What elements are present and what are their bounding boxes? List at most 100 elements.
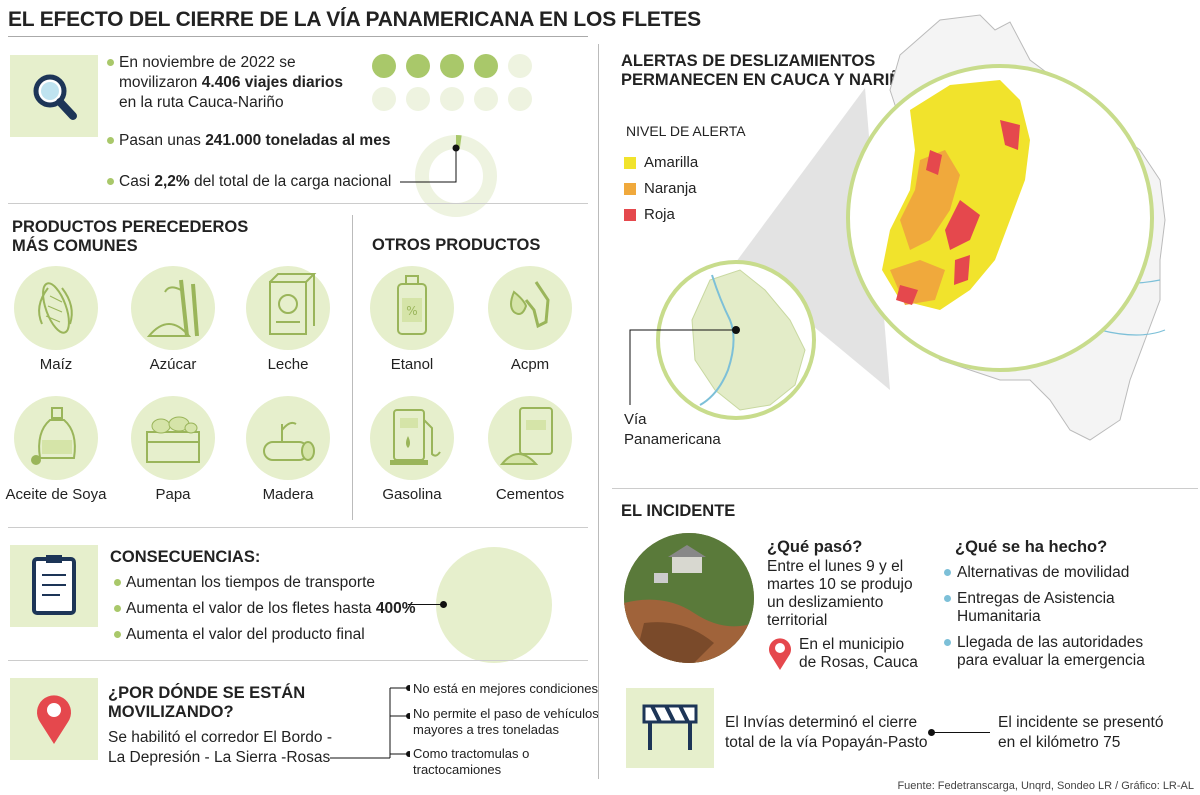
stat-share-pre: Casi bbox=[119, 173, 155, 190]
divider bbox=[8, 660, 588, 661]
empty-dot bbox=[474, 87, 498, 111]
what-happened-text: Entre el lunes 9 y el martes 10 se produ… bbox=[767, 558, 913, 630]
landslide-photo bbox=[624, 533, 754, 663]
stat-trips-line1: En noviembre de 2022 se bbox=[119, 54, 296, 71]
route-heading: ¿POR DÓNDE SE ESTÁN MOVILIZANDO? bbox=[108, 684, 305, 722]
increase-pointer-line bbox=[408, 604, 444, 605]
what-happened-heading: ¿Qué pasó? bbox=[767, 538, 863, 556]
legend-label: Naranja bbox=[644, 180, 697, 197]
divider-vertical bbox=[352, 215, 353, 520]
divider bbox=[612, 488, 1198, 489]
consequence-item: Aumenta el valor de los fletes hasta 400… bbox=[114, 596, 416, 622]
bullet-dot bbox=[944, 595, 951, 603]
incident-location: En el municipio de Rosas, Cauca bbox=[799, 636, 918, 672]
consequence-item: Aumenta el valor del producto final bbox=[114, 622, 416, 648]
product-label-etanol: Etanol bbox=[390, 356, 434, 373]
bullet-dot bbox=[114, 631, 121, 639]
stat-share-value: 2,2% bbox=[154, 173, 190, 190]
closure-line: total de la vía Popayán-Pasto bbox=[725, 734, 928, 751]
legend-label: Amarilla bbox=[644, 154, 699, 171]
potato-crate-icon bbox=[131, 396, 215, 480]
route-note-3-line1: Como tractomulas o bbox=[413, 746, 530, 761]
oil-bottle-icon bbox=[14, 396, 98, 480]
what-line: martes 10 se produjo bbox=[767, 576, 913, 593]
stat-trips: En noviembre de 2022 se movilizaron 4.40… bbox=[107, 53, 367, 113]
what-line: territorial bbox=[767, 612, 828, 629]
location-line: de Rosas, Cauca bbox=[799, 654, 918, 671]
corn-icon bbox=[14, 266, 98, 350]
location-pin-icon bbox=[37, 695, 71, 744]
legend-item-roja: Roja bbox=[624, 202, 698, 228]
route-note-1: No está en mejores condiciones bbox=[413, 681, 598, 696]
done-text: Llegada de las autoridades bbox=[957, 634, 1144, 651]
divider bbox=[8, 203, 588, 204]
connector-dot bbox=[928, 729, 935, 736]
diesel-nozzle-icon bbox=[488, 266, 572, 350]
product-label-azucar: Azúcar bbox=[149, 356, 197, 373]
route-note-2-line2: mayores a tres toneladas bbox=[413, 722, 559, 737]
cement-bag-icon bbox=[488, 396, 572, 480]
empty-dot bbox=[406, 87, 430, 111]
donut-pointer-line bbox=[400, 148, 457, 183]
done-item: Alternativas de movilidad bbox=[944, 564, 1145, 582]
bullet-dot bbox=[944, 639, 951, 647]
map-heading: ALERTAS DE DESLIZAMIENTOS PERMANECEN EN … bbox=[621, 52, 914, 90]
via-pointer-line bbox=[629, 329, 736, 405]
what-done-list: Alternativas de movilidad Entregas de As… bbox=[944, 564, 1145, 670]
clipboard-icon-box bbox=[10, 545, 98, 627]
stat-share-post: del total de la carga nacional bbox=[189, 173, 392, 190]
route-heading-line1: ¿POR DÓNDE SE ESTÁN bbox=[108, 684, 306, 702]
product-label-cementos: Cementos bbox=[495, 486, 565, 503]
milk-icon bbox=[246, 266, 330, 350]
divider bbox=[8, 527, 588, 528]
route-text-line1: Se habilitó el corredor El Bordo - bbox=[108, 729, 333, 746]
closure-connector bbox=[932, 732, 990, 733]
stat-tons: Pasan unas 241.000 toneladas al mes bbox=[107, 131, 390, 151]
route-heading-line2: MOVILIZANDO? bbox=[108, 703, 234, 721]
done-text: para evaluar la emergencia bbox=[957, 652, 1145, 669]
wood-log-icon bbox=[246, 396, 330, 480]
alert-region-red bbox=[1000, 120, 1020, 150]
legend-item-naranja: Naranja bbox=[624, 176, 698, 202]
via-panamericana-line bbox=[699, 274, 735, 406]
svg-text:%: % bbox=[406, 304, 417, 318]
route-text: Se habilitó el corredor El Bordo - La De… bbox=[108, 728, 332, 768]
bullet-dot bbox=[944, 569, 951, 577]
product-label-aceite: Aceite de Soya bbox=[5, 486, 107, 503]
filled-dot bbox=[372, 54, 396, 78]
filled-dot bbox=[474, 54, 498, 78]
route-note-2: No permite el paso de vehículos mayores … bbox=[413, 706, 599, 738]
km-line: en el kilómetro 75 bbox=[998, 734, 1121, 751]
product-label-maiz: Maíz bbox=[39, 356, 73, 373]
stat-trips-line3: en la ruta Cauca-Nariño bbox=[119, 94, 284, 111]
alert-region-yellow bbox=[882, 80, 1030, 310]
perishables-heading-line2: MÁS COMUNES bbox=[12, 237, 138, 255]
search-icon-box bbox=[10, 55, 98, 137]
route-text-line2: La Depresión - La Sierra -Rosas bbox=[108, 749, 331, 766]
perishables-heading: PRODUCTOS PERECEDEROS MÁS COMUNES bbox=[12, 218, 248, 256]
page-title: EL EFECTO DEL CIERRE DE LA VÍA PANAMERIC… bbox=[8, 8, 701, 31]
empty-dot bbox=[508, 54, 532, 78]
perishables-heading-line1: PRODUCTOS PERECEDEROS bbox=[12, 218, 249, 236]
trips-dot-grid bbox=[370, 52, 535, 112]
map-heading-line2: PERMANECEN EN CAUCA Y NARIÑO bbox=[621, 71, 915, 89]
search-icon bbox=[33, 74, 77, 120]
bullet-dot bbox=[107, 137, 114, 145]
done-item: Llegada de las autoridades para evaluar l… bbox=[944, 634, 1145, 670]
stat-tons-text: Pasan unas bbox=[119, 132, 206, 149]
increase-circle bbox=[436, 547, 552, 663]
roadblock-icon bbox=[642, 704, 698, 750]
alert-region-red bbox=[896, 285, 918, 305]
product-label-madera: Madera bbox=[262, 486, 314, 503]
map-heading-line1: ALERTAS DE DESLIZAMIENTOS bbox=[621, 52, 876, 70]
via-label-line2: Panamericana bbox=[624, 431, 721, 448]
legend-swatch bbox=[624, 183, 636, 196]
roadblock-icon-box bbox=[626, 688, 714, 768]
bullet-dot bbox=[114, 579, 121, 587]
km-line: El incidente se presentó bbox=[998, 714, 1164, 731]
consequences-list: Aumentan los tiempos de transporte Aumen… bbox=[114, 570, 416, 648]
what-done-heading: ¿Qué se ha hecho? bbox=[955, 538, 1108, 556]
bullet-dot bbox=[114, 605, 121, 613]
legend-swatch bbox=[624, 209, 636, 222]
consequence-value: 400% bbox=[375, 600, 416, 617]
